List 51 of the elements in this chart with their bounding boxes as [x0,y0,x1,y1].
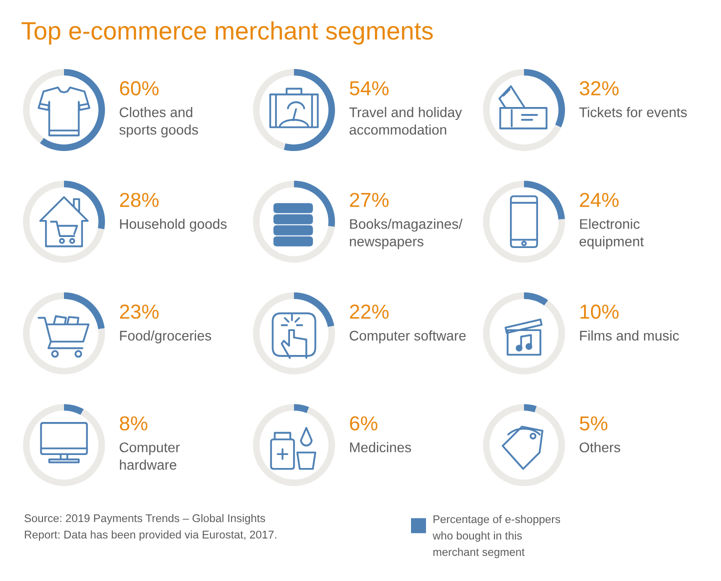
donut-slice [284,69,335,151]
donut-slice [23,404,105,486]
donut-slice [483,180,565,263]
chart-title: 54% [350,81,389,96]
donut-slice [483,69,562,151]
text: Medicines [350,442,412,452]
donut-slice [64,292,105,330]
chart-title: 23% [120,304,159,319]
chart-title: 28% [120,192,159,208]
donut-slice [524,69,565,128]
chart-title: 60% [120,81,159,96]
chart-title: 32% [580,81,619,96]
text: Tickets for events [579,107,687,118]
text: Electronic equipment [580,218,644,250]
chart-title: 24% [580,192,619,208]
donut-slice [23,180,104,263]
text: Films and music [580,330,679,341]
legend-label: Percentage of e-shoppers who bought in this merchant segment [432,515,560,558]
text: Food/groceries [120,330,212,344]
chart-title: 6% [350,416,378,431]
donut-slice [524,292,548,306]
text: Computer software [350,330,466,344]
donut-slice [294,180,335,227]
chart-title: 8% [120,416,148,431]
donut-slice [483,404,565,486]
text: Computer hardware [120,442,180,470]
donut-slice [483,292,565,374]
donut-slice [253,180,335,263]
donut-slice [524,404,537,412]
text: Household goods [120,218,227,232]
text: Others [580,442,620,452]
text: Top e-commerce merchant segments [22,21,433,45]
text: Books/magazines/ newspapers [350,218,462,250]
donut-slice [253,292,335,374]
donut-slice [253,404,335,486]
chart-title: 27% [350,192,389,208]
donut-slice [23,69,64,144]
text: Clothes and sports goods [119,107,198,138]
text: Travel and holiday accommodation [349,107,462,135]
source-note: Source: 2019 Payments Trends – Global Insights Report: Data has been provided via Eurostat, 2017. [24,514,276,541]
chart-title: 5% [580,416,608,431]
donut-slice [294,292,334,327]
donut-slice [64,180,105,230]
chart-title: 22% [350,304,389,319]
donut-slice [40,69,105,151]
chart-title: 10% [580,304,619,319]
donut-slice [64,404,84,415]
donut-slice [294,404,310,414]
donut-slice [23,292,105,374]
donut-slice [253,69,294,150]
donut-slice [524,180,565,220]
